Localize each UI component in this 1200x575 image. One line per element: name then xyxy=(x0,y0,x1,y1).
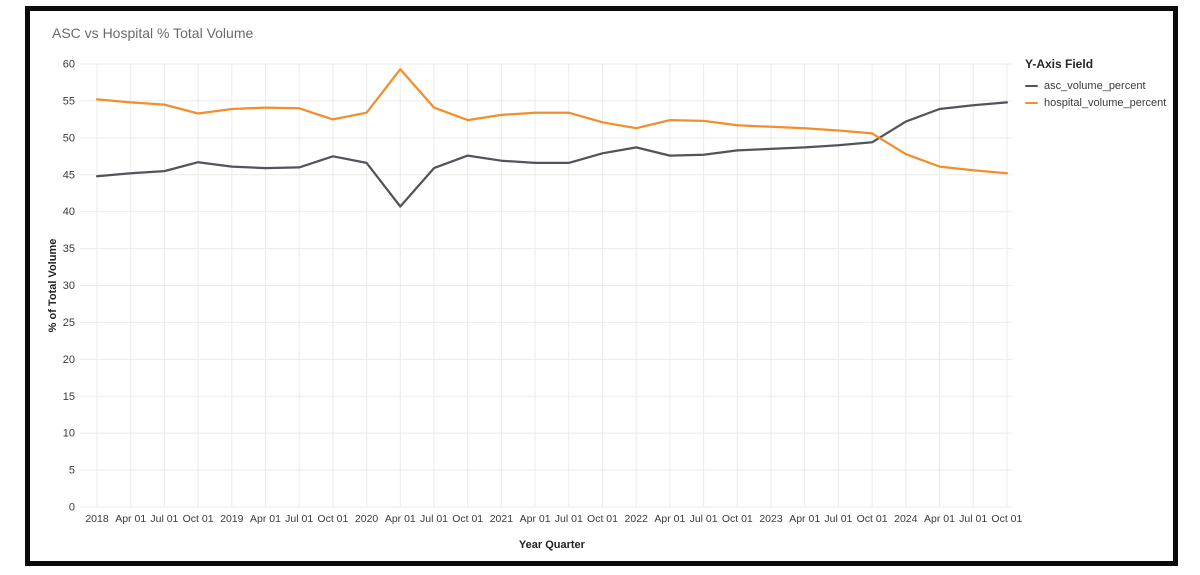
svg-text:Jul 01: Jul 01 xyxy=(824,513,852,525)
svg-text:Oct 01: Oct 01 xyxy=(317,513,348,525)
series-line-asc_volume_percent[interactable] xyxy=(95,101,1009,208)
legend-swatch-icon xyxy=(1025,102,1038,104)
legend-entries: asc_volume_percent hospital_volume_percen… xyxy=(1025,80,1175,109)
svg-text:Oct 01: Oct 01 xyxy=(991,513,1022,525)
svg-text:2022: 2022 xyxy=(625,513,649,525)
svg-text:2020: 2020 xyxy=(355,513,379,525)
svg-text:Apr 01: Apr 01 xyxy=(385,513,416,525)
gridlines xyxy=(80,63,1012,508)
svg-text:2018: 2018 xyxy=(85,513,109,525)
svg-text:25: 25 xyxy=(63,317,75,329)
series-line-hospital_volume_percent[interactable] xyxy=(95,68,1009,175)
svg-text:40: 40 xyxy=(63,206,75,218)
svg-text:2021: 2021 xyxy=(490,513,514,525)
svg-text:2019: 2019 xyxy=(220,513,244,525)
svg-text:35: 35 xyxy=(63,243,75,255)
svg-text:Apr 01: Apr 01 xyxy=(654,513,685,525)
svg-text:Apr 01: Apr 01 xyxy=(789,513,820,525)
svg-text:Oct 01: Oct 01 xyxy=(857,513,888,525)
svg-text:Jul 01: Jul 01 xyxy=(555,513,583,525)
chart-card: ASC vs Hospital % Total Volume 0 5 10 15 20 2… xyxy=(25,6,1178,566)
svg-text:Oct 01: Oct 01 xyxy=(587,513,618,525)
svg-text:2024: 2024 xyxy=(894,513,918,525)
x-axis-title: Year Quarter xyxy=(519,539,586,551)
svg-text:Oct 01: Oct 01 xyxy=(722,513,753,525)
svg-text:30: 30 xyxy=(63,280,75,292)
svg-text:55: 55 xyxy=(63,95,75,107)
svg-text:Jul 01: Jul 01 xyxy=(690,513,718,525)
legend-item-label: hospital_volume_percent xyxy=(1044,97,1167,109)
svg-text:Oct 01: Oct 01 xyxy=(183,513,214,525)
legend-item-hospital_volume_percent[interactable]: hospital_volume_percent xyxy=(1025,97,1175,109)
svg-text:Jul 01: Jul 01 xyxy=(150,513,178,525)
svg-text:60: 60 xyxy=(63,59,75,71)
x-axis-ticks: 2018 Apr 01 Jul 01 Oct 01 2019 Apr 01 Jul 01 Oc… xyxy=(85,513,1022,525)
svg-text:Apr 01: Apr 01 xyxy=(115,513,146,525)
chart-title: ASC vs Hospital % Total Volume xyxy=(52,25,254,41)
line-chart-plot-area[interactable]: 0 5 10 15 20 25 30 35 40 45 50 55 60 2018 Apr 01 Jul 01… xyxy=(44,47,1024,555)
svg-text:Apr 01: Apr 01 xyxy=(924,513,955,525)
legend: Y-Axis Field asc_volume_percent hospital_… xyxy=(1025,57,1175,114)
svg-text:15: 15 xyxy=(63,391,75,403)
svg-text:Jul 01: Jul 01 xyxy=(285,513,313,525)
svg-text:Apr 01: Apr 01 xyxy=(520,513,551,525)
svg-text:50: 50 xyxy=(63,132,75,144)
svg-text:0: 0 xyxy=(69,502,75,514)
legend-item-label: asc_volume_percent xyxy=(1044,80,1146,92)
svg-text:10: 10 xyxy=(63,428,75,440)
svg-text:Jul 01: Jul 01 xyxy=(420,513,448,525)
svg-text:Oct 01: Oct 01 xyxy=(452,513,483,525)
y-axis-ticks: 0 5 10 15 20 25 30 35 40 45 50 55 60 xyxy=(63,59,75,514)
svg-text:5: 5 xyxy=(69,465,75,477)
legend-swatch-icon xyxy=(1025,85,1038,87)
svg-text:20: 20 xyxy=(63,354,75,366)
y-axis-title: % of Total Volume xyxy=(47,239,59,333)
legend-title: Y-Axis Field xyxy=(1025,57,1094,71)
svg-text:2023: 2023 xyxy=(759,513,783,525)
legend-item-asc_volume_percent[interactable]: asc_volume_percent xyxy=(1025,80,1175,92)
svg-text:Jul 01: Jul 01 xyxy=(959,513,987,525)
svg-text:45: 45 xyxy=(63,169,75,181)
svg-text:Apr 01: Apr 01 xyxy=(250,513,281,525)
